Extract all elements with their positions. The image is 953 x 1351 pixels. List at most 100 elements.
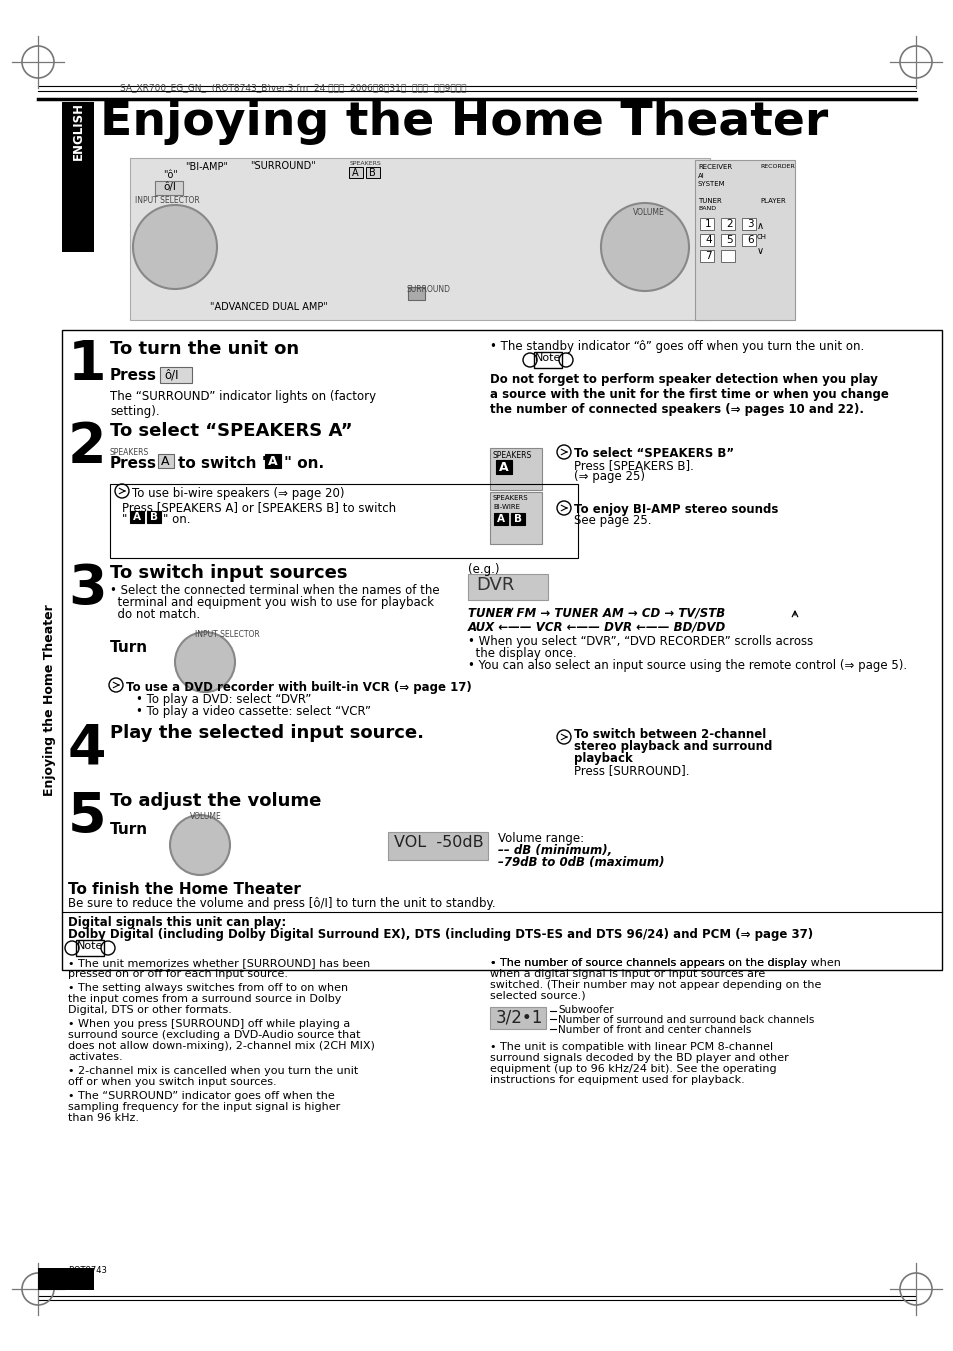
Bar <box>388 832 488 861</box>
Text: To finish the Home Theater: To finish the Home Theater <box>68 882 300 897</box>
Text: INPUT SELECTOR: INPUT SELECTOR <box>194 630 259 639</box>
Text: "BI-AMP": "BI-AMP" <box>185 162 228 172</box>
Text: 3: 3 <box>746 219 753 230</box>
Text: BI-WIRE: BI-WIRE <box>493 504 519 509</box>
Bar <box>468 574 547 600</box>
Bar <box>720 250 734 262</box>
Text: Number of front and center channels: Number of front and center channels <box>558 1025 751 1035</box>
Bar <box>494 513 507 526</box>
Text: do not match.: do not match. <box>110 608 200 621</box>
Text: SA_XR700_EG_GN_  (RQT8743_B)ver.3.fm  24 ページ  2006年8月31日  木曜日  午前9時７分: SA_XR700_EG_GN_ (RQT8743_B)ver.3.fm 24 ペ… <box>120 84 466 92</box>
Text: • The unit memorizes whether [SURROUND] has been: • The unit memorizes whether [SURROUND] … <box>68 958 370 969</box>
Text: TUNER FM → TUNER AM → CD → TV/STB: TUNER FM → TUNER AM → CD → TV/STB <box>468 607 724 619</box>
Text: • Select the connected terminal when the names of the: • Select the connected terminal when the… <box>110 584 439 597</box>
Text: • To play a DVD: select “DVR”: • To play a DVD: select “DVR” <box>136 693 311 707</box>
Text: Digital signals this unit can play:: Digital signals this unit can play: <box>68 916 286 929</box>
Bar <box>130 158 709 320</box>
Text: To enjoy BI-AMP stereo sounds: To enjoy BI-AMP stereo sounds <box>574 503 778 516</box>
Text: (e.g.): (e.g.) <box>468 563 499 576</box>
Text: • The number of source channels appears on the display: • The number of source channels appears … <box>490 958 806 969</box>
Text: switched. (Their number may not appear depending on the: switched. (Their number may not appear d… <box>490 979 821 990</box>
Text: Volume range:: Volume range: <box>497 832 583 844</box>
Text: VOLUME: VOLUME <box>633 208 664 218</box>
Text: ô/I: ô/I <box>164 367 178 381</box>
Circle shape <box>170 815 230 875</box>
Text: ∧: ∧ <box>757 222 763 231</box>
Text: instructions for equipment used for playback.: instructions for equipment used for play… <box>490 1075 744 1085</box>
Bar <box>265 454 281 467</box>
Text: when a digital signal is input or input sources are: when a digital signal is input or input … <box>490 969 764 979</box>
Text: 3/2•1: 3/2•1 <box>496 1009 543 1027</box>
Text: terminal and equipment you wish to use for playback: terminal and equipment you wish to use f… <box>110 596 434 609</box>
Bar <box>700 250 713 262</box>
Text: • When you select “DVR”, “DVD RECORDER” scrolls across: • When you select “DVR”, “DVD RECORDER” … <box>468 635 812 648</box>
Text: the input comes from a surround source in Dolby: the input comes from a surround source i… <box>68 994 341 1004</box>
Text: Note: Note <box>77 942 103 951</box>
Text: Be sure to reduce the volume and press [ô/I] to turn the unit to standby.: Be sure to reduce the volume and press [… <box>68 897 496 911</box>
Text: 1: 1 <box>68 338 107 392</box>
Bar <box>720 234 734 246</box>
Text: selected source.): selected source.) <box>490 992 585 1001</box>
Text: Press [SURROUND].: Press [SURROUND]. <box>574 765 689 777</box>
Text: To switch between 2-channel: To switch between 2-channel <box>574 728 765 740</box>
Text: To select “SPEAKERS B”: To select “SPEAKERS B” <box>574 447 734 459</box>
Text: activates.: activates. <box>68 1052 123 1062</box>
Text: BAND: BAND <box>698 205 716 211</box>
Text: AUX ←—— VCR ←—— DVR ←—— BD/DVD: AUX ←—— VCR ←—— DVR ←—— BD/DVD <box>468 621 725 634</box>
Text: B: B <box>514 513 521 524</box>
Text: Play the selected input source.: Play the selected input source. <box>110 724 423 742</box>
Text: SPEAKERS: SPEAKERS <box>350 161 381 166</box>
Text: A: A <box>352 168 358 178</box>
Text: RECEIVER: RECEIVER <box>698 163 731 170</box>
Bar <box>147 511 161 523</box>
Text: To use a DVD recorder with built-in VCR (⇒ page 17): To use a DVD recorder with built-in VCR … <box>126 681 471 694</box>
Text: Do not forget to perform speaker detection when you play
a source with the unit : Do not forget to perform speaker detecti… <box>490 373 888 416</box>
Text: Digital, DTS or other formats.: Digital, DTS or other formats. <box>68 1005 232 1015</box>
Text: VOLUME: VOLUME <box>190 812 221 821</box>
Text: 24: 24 <box>55 1269 76 1283</box>
Text: –79dB to 0dB (maximum): –79dB to 0dB (maximum) <box>497 857 664 869</box>
Text: "ADVANCED DUAL AMP": "ADVANCED DUAL AMP" <box>210 303 328 312</box>
Text: SPEAKERS: SPEAKERS <box>493 451 532 459</box>
Text: does not allow down-mixing), 2-channel mix (2CH MIX): does not allow down-mixing), 2-channel m… <box>68 1042 375 1051</box>
Text: stereo playback and surround: stereo playback and surround <box>574 740 772 753</box>
Text: ∨: ∨ <box>757 246 763 255</box>
Text: Press [SPEAKERS A] or [SPEAKERS B] to switch: Press [SPEAKERS A] or [SPEAKERS B] to sw… <box>122 501 395 513</box>
Text: • The unit is compatible with linear PCM 8-channel: • The unit is compatible with linear PCM… <box>490 1042 772 1052</box>
Text: Turn: Turn <box>110 821 148 838</box>
Text: 4: 4 <box>704 235 711 245</box>
Text: Turn: Turn <box>110 640 148 655</box>
Text: B: B <box>150 512 158 521</box>
Text: To use bi-wire speakers (⇒ page 20): To use bi-wire speakers (⇒ page 20) <box>132 486 344 500</box>
Text: "ô": "ô" <box>163 170 177 180</box>
Text: pressed on or off for each input source.: pressed on or off for each input source. <box>68 969 288 979</box>
Text: surround source (excluding a DVD-Audio source that: surround source (excluding a DVD-Audio s… <box>68 1029 360 1040</box>
Bar <box>534 353 561 367</box>
Text: 5: 5 <box>725 235 732 245</box>
Bar <box>490 1006 545 1029</box>
Text: than 96 kHz.: than 96 kHz. <box>68 1113 139 1123</box>
Text: (⇒ page 25): (⇒ page 25) <box>574 470 644 484</box>
Bar <box>700 218 713 230</box>
Bar <box>741 218 755 230</box>
Bar <box>511 513 524 526</box>
Text: 5: 5 <box>68 790 107 844</box>
Text: –– dB (minimum),: –– dB (minimum), <box>497 844 612 857</box>
Text: sampling frequency for the input signal is higher: sampling frequency for the input signal … <box>68 1102 340 1112</box>
Bar <box>130 511 144 523</box>
Bar <box>366 168 379 178</box>
Text: Press: Press <box>110 457 157 471</box>
Bar <box>38 1269 94 1290</box>
Bar <box>158 454 173 467</box>
Text: RECORDER: RECORDER <box>760 163 794 169</box>
Circle shape <box>132 205 216 289</box>
Text: off or when you switch input sources.: off or when you switch input sources. <box>68 1077 276 1088</box>
Text: RQT8743: RQT8743 <box>68 1266 107 1275</box>
Bar <box>700 234 713 246</box>
Text: • 2-channel mix is cancelled when you turn the unit: • 2-channel mix is cancelled when you tu… <box>68 1066 358 1075</box>
Bar <box>349 168 363 178</box>
Text: • The standby indicator “ô” goes off when you turn the unit on.: • The standby indicator “ô” goes off whe… <box>490 340 863 353</box>
Text: 3: 3 <box>68 562 107 616</box>
Text: the display once.: the display once. <box>468 647 576 661</box>
Text: equipment (up to 96 kHz/24 bit). See the operating: equipment (up to 96 kHz/24 bit). See the… <box>490 1065 776 1074</box>
